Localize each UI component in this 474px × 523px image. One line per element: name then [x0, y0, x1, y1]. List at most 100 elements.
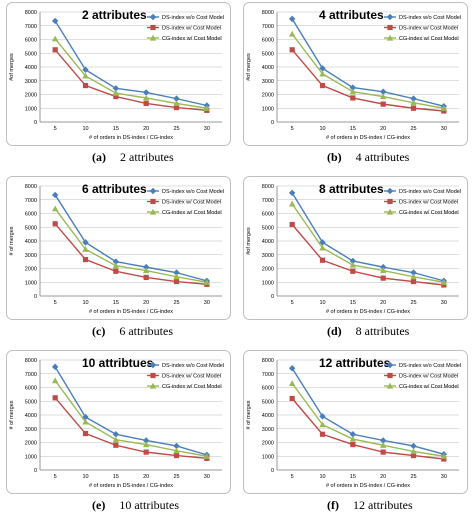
- y-tick-label: 5000: [262, 51, 274, 57]
- x-tick-label: 30: [441, 300, 447, 306]
- data-point: [410, 278, 417, 285]
- y-tick-label: 7000: [25, 198, 37, 204]
- x-tick-label: 15: [113, 300, 119, 306]
- y-tick-label: 2000: [25, 441, 37, 447]
- y-tick-label: 2000: [25, 267, 37, 273]
- y-tick-label: 5000: [262, 399, 274, 405]
- y-tick-label: 0: [34, 120, 37, 126]
- x-tick-label: 5: [54, 126, 57, 132]
- legend-entry: DS-index w/o Cost Model: [399, 15, 461, 21]
- chart-title: 12 attributes: [319, 356, 391, 370]
- data-point: [173, 269, 180, 276]
- data-point: [143, 274, 149, 281]
- legend-marker: [150, 372, 156, 379]
- data-point: [289, 221, 295, 228]
- data-point: [379, 93, 387, 100]
- data-point: [379, 437, 387, 444]
- y-tick-label: 6000: [25, 386, 37, 392]
- data-point: [288, 200, 296, 207]
- y-tick-label: 0: [271, 120, 274, 126]
- data-point: [82, 66, 89, 73]
- legend-entry: CG-index w/ Cost Model: [399, 36, 459, 42]
- legend-entry: DS-index w/ Cost Model: [399, 374, 458, 380]
- x-tick-label: 20: [380, 474, 386, 480]
- legend-entry: DS-index w/ Cost Model: [162, 374, 221, 380]
- line-chart: 0 1000 2000 3000 4000 5000 6000 7000 8000 5 10 15 20…: [243, 2, 468, 146]
- data-point: [410, 442, 417, 450]
- y-tick-label: 0: [271, 468, 274, 474]
- data-point: [349, 257, 357, 265]
- subfigure-caption: (b) 4 attributes: [327, 150, 409, 165]
- y-tick-label: 8000: [262, 184, 274, 190]
- data-point: [441, 456, 447, 462]
- x-tick-label: 25: [173, 300, 179, 306]
- line-chart: 0 1000 2000 3000 4000 5000 6000 7000 8000 5 10 15 20…: [6, 176, 231, 320]
- y-tick-label: 4000: [262, 413, 274, 419]
- caption-letter: (b): [327, 150, 342, 164]
- caption-letter: (c): [92, 324, 106, 338]
- y-tick-label: 3000: [25, 253, 37, 259]
- data-point: [319, 244, 326, 251]
- x-tick-label: 10: [319, 300, 325, 306]
- series-line: [54, 49, 207, 112]
- y-tick-label: 5000: [25, 225, 37, 231]
- y-tick-label: 8000: [25, 184, 37, 190]
- data-point: [173, 100, 180, 107]
- subfigure-caption: (e) 10 attributes: [92, 498, 179, 513]
- data-point: [380, 101, 386, 107]
- data-point: [112, 85, 120, 92]
- legend-marker: [386, 382, 394, 389]
- y-tick-label: 5000: [262, 225, 274, 231]
- y-tick-label: 6000: [262, 212, 274, 218]
- data-point: [112, 258, 120, 265]
- data-point: [380, 449, 386, 455]
- x-tick-label: 5: [291, 126, 294, 132]
- y-axis-label: # of merges: [9, 400, 15, 429]
- y-tick-label: 5000: [25, 399, 37, 405]
- data-point: [112, 431, 120, 438]
- y-axis-label: #of merges: [246, 227, 252, 255]
- data-point: [349, 431, 357, 438]
- series-line: [291, 33, 444, 109]
- data-point: [143, 100, 149, 107]
- x-tick-label: 30: [204, 474, 210, 480]
- y-tick-label: 3000: [25, 427, 37, 433]
- data-point: [82, 82, 89, 89]
- data-point: [410, 273, 417, 280]
- data-point: [112, 262, 120, 269]
- data-point: [173, 447, 180, 454]
- data-point: [142, 263, 150, 271]
- chart-panel: 0 1000 2000 3000 4000 5000 6000 7000 8000 5 10 15 20…: [0, 0, 237, 174]
- legend-entry: DS-index w/o Cost Model: [162, 189, 224, 195]
- x-tick-label: 30: [204, 126, 210, 132]
- data-point: [379, 263, 387, 271]
- y-tick-label: 1000: [25, 106, 37, 112]
- series-line: [291, 224, 444, 286]
- series-line: [54, 20, 207, 107]
- data-point: [319, 413, 326, 420]
- legend-entry: DS-index w/ Cost Model: [162, 200, 221, 206]
- caption-letter: (d): [327, 324, 342, 338]
- series-line: [291, 398, 444, 460]
- data-point: [113, 268, 119, 274]
- series-line: [291, 192, 445, 282]
- data-point: [410, 95, 417, 102]
- x-tick-label: 30: [441, 474, 447, 480]
- y-tick-label: 2000: [262, 93, 274, 99]
- data-point: [441, 282, 447, 288]
- data-point: [319, 65, 326, 72]
- legend-marker: [150, 198, 156, 205]
- data-point: [82, 246, 89, 252]
- data-point: [349, 84, 357, 91]
- legend-marker: [387, 24, 393, 31]
- data-point: [203, 105, 211, 111]
- data-point: [51, 17, 59, 25]
- series-line: [291, 367, 445, 455]
- series-line: [54, 223, 207, 286]
- legend-marker: [149, 382, 157, 389]
- legend-marker: [150, 24, 156, 31]
- legend-entry: DS-index w/o Cost Model: [399, 363, 461, 369]
- data-point: [203, 453, 211, 459]
- x-tick-label: 15: [350, 126, 356, 132]
- line-chart: 0 1000 2000 3000 4000 5000 6000 7000 8000 5 10 15 20…: [6, 2, 231, 146]
